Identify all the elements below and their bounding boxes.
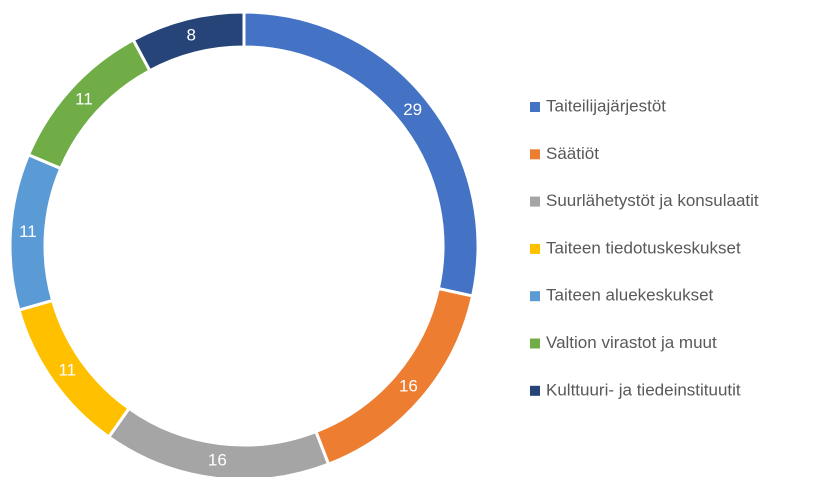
- legend-label: Säätiöt: [546, 144, 599, 163]
- legend-swatch: [530, 102, 540, 112]
- donut-segment: [131, 10, 246, 73]
- data-label: 11: [19, 222, 37, 241]
- legend-swatch: [530, 196, 540, 207]
- legend-swatch: [530, 243, 540, 254]
- data-label: 8: [186, 26, 195, 45]
- donut-segment: [313, 286, 475, 467]
- data-label: 16: [208, 450, 227, 469]
- legend-label: Taiteilijajärjestöt: [546, 96, 666, 115]
- legend-swatch: [530, 149, 540, 160]
- legend-swatch: [530, 291, 540, 302]
- data-label: 16: [399, 376, 418, 395]
- data-label: 11: [75, 90, 93, 109]
- data-label: 11: [58, 361, 76, 380]
- legend-label: Taiteen tiedotuskeskukset: [546, 238, 741, 257]
- legend-label: Kulttuuri- ja tiedeinstituutit: [546, 380, 741, 399]
- donut-segment: [242, 10, 480, 298]
- legend-label: Suurlähetystöt ja konsulaatit: [546, 191, 759, 210]
- legend-swatch: [530, 338, 540, 349]
- legend-swatch: [530, 385, 540, 396]
- legend-label: Taiteen aluekeskukset: [546, 286, 714, 305]
- data-label: 29: [403, 100, 422, 119]
- legend-label: Valtion virastot ja muut: [546, 333, 717, 352]
